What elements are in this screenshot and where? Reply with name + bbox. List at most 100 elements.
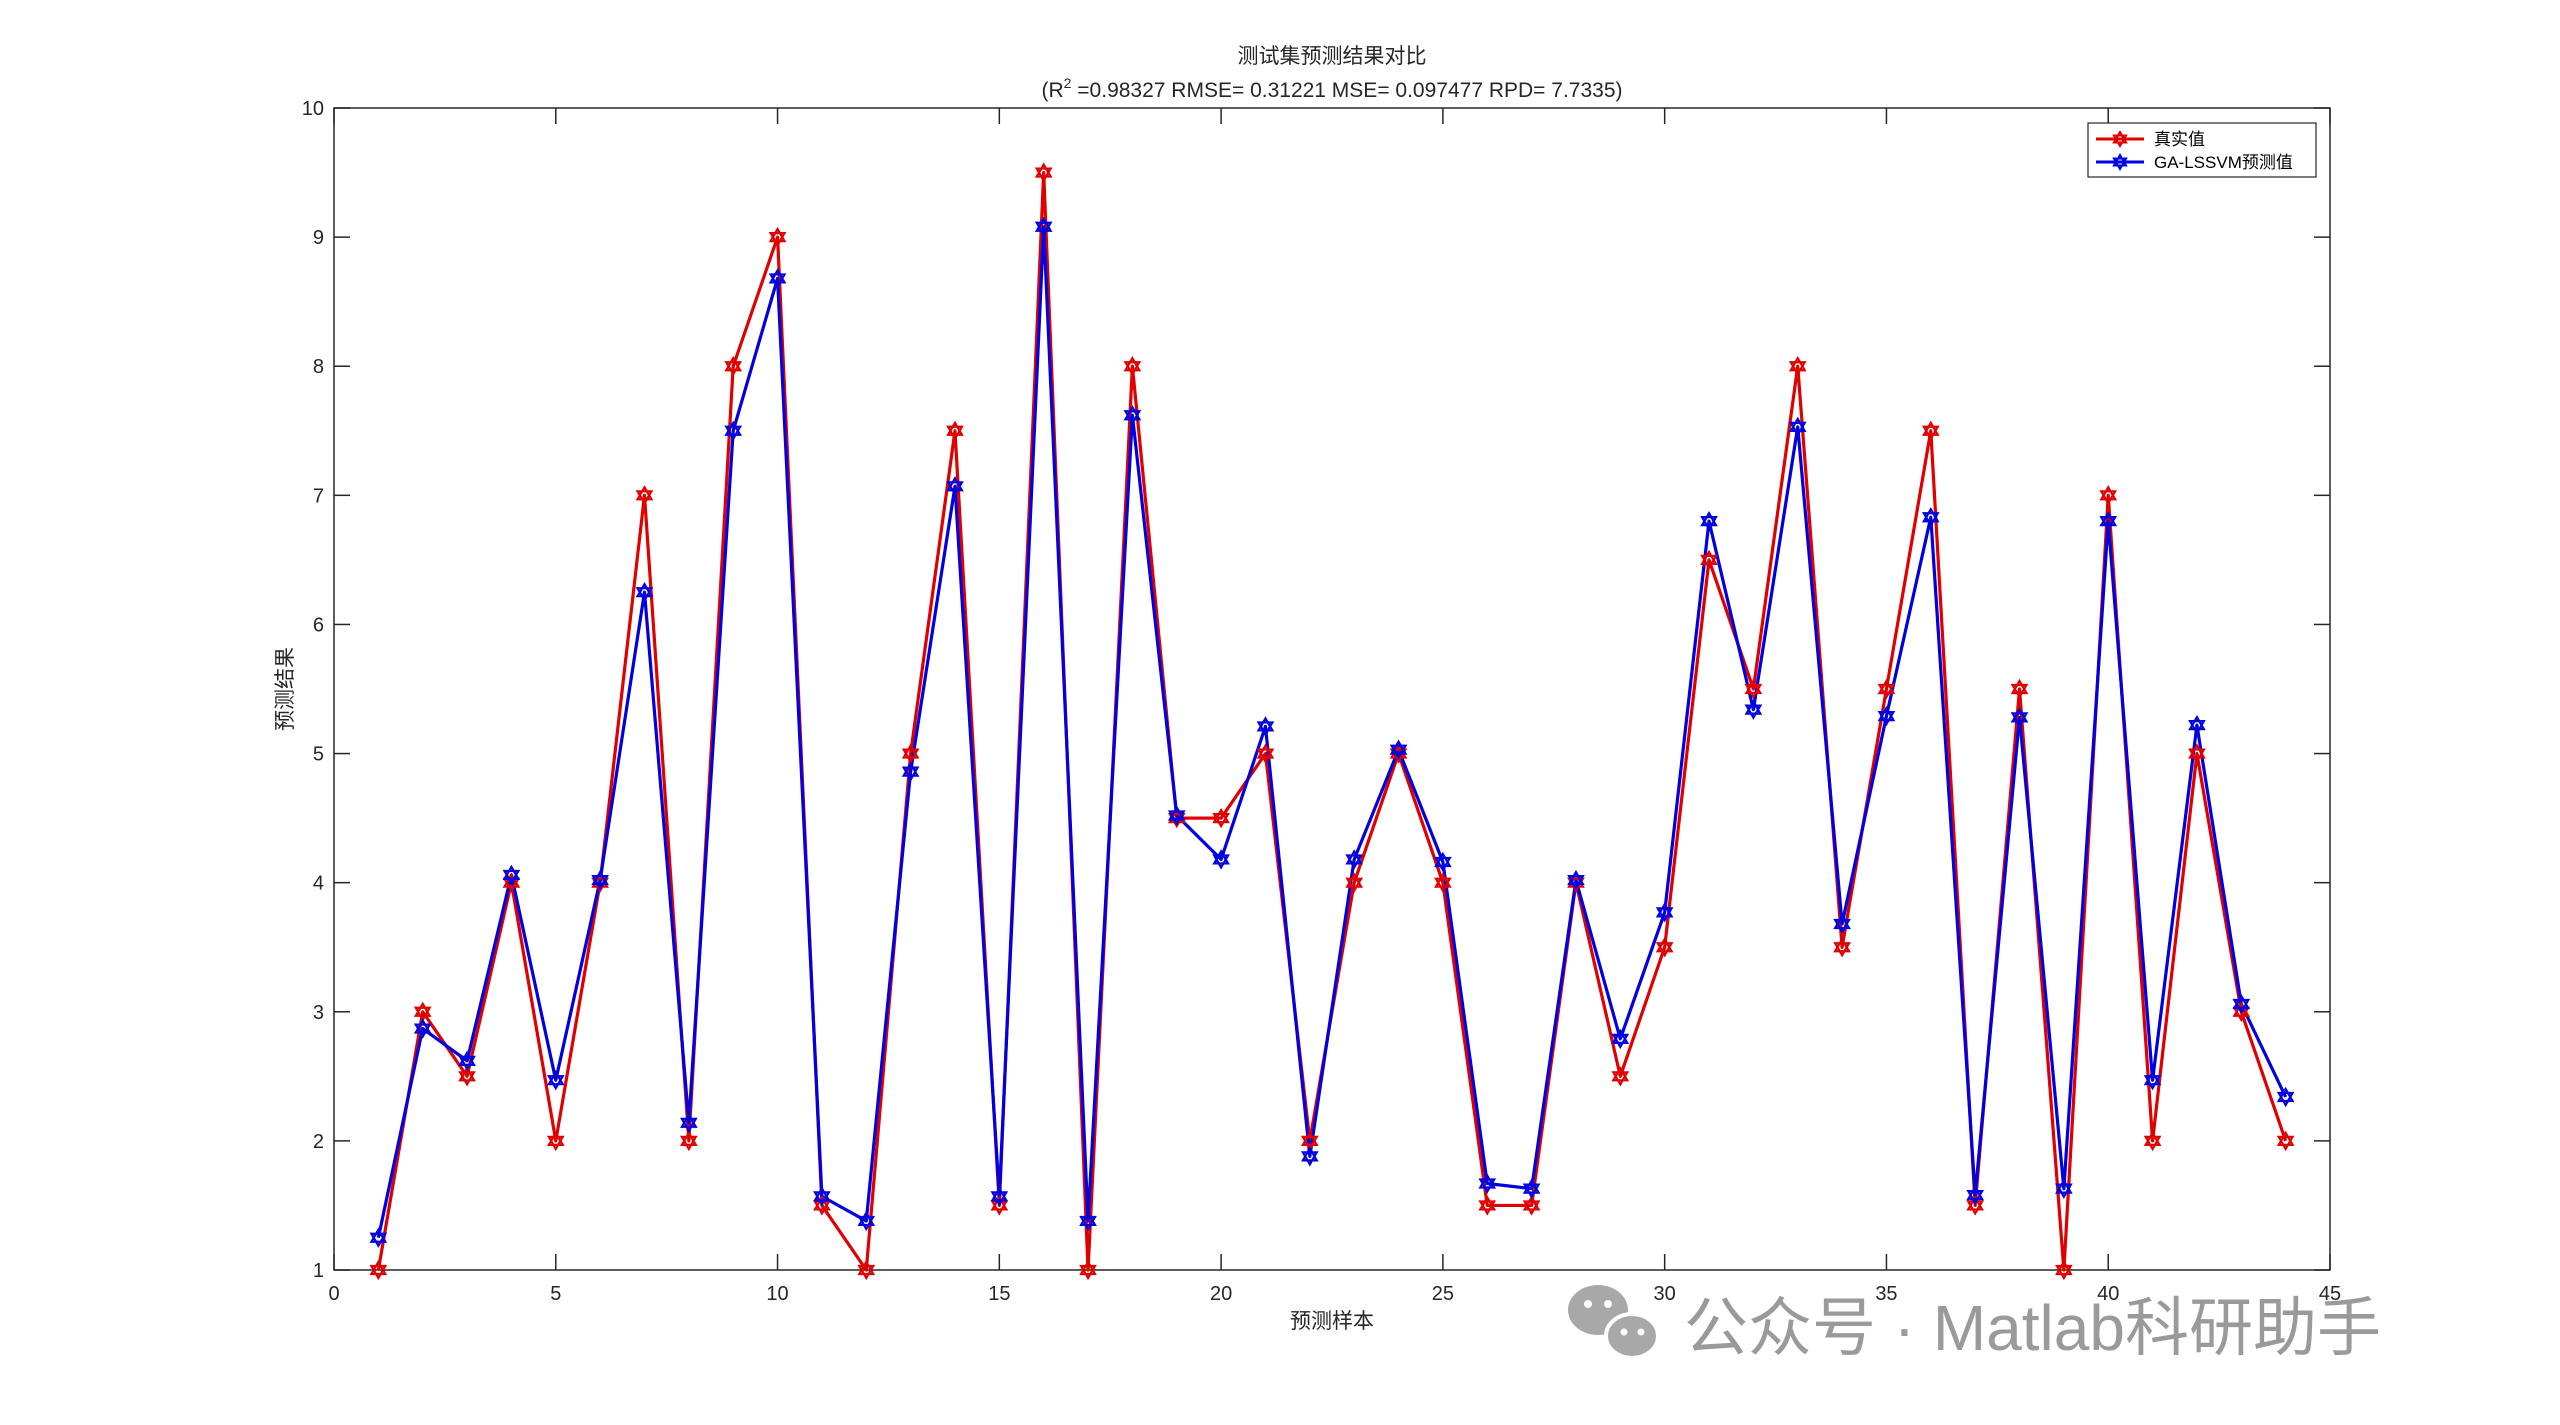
- watermark: 公众号 · Matlab科研助手: [1568, 1285, 2381, 1364]
- y-tick-label: 2: [313, 1131, 324, 1153]
- x-tick-label: 5: [550, 1283, 561, 1305]
- data-point-predicted: [1522, 1178, 1541, 1199]
- data-point-real: [768, 226, 787, 248]
- data-point-predicted: [768, 268, 787, 289]
- data-point-real: [857, 1259, 876, 1281]
- data-point-predicted: [2099, 510, 2118, 532]
- series-layer: [369, 162, 2295, 1281]
- data-point-predicted: [546, 1070, 565, 1091]
- data-point-real: [635, 485, 654, 506]
- data-point-real: [2099, 485, 2118, 506]
- y-tick-label: 7: [313, 485, 324, 507]
- data-point-real: [1079, 1259, 1097, 1281]
- data-point-predicted: [1034, 216, 1053, 237]
- data-point-predicted: [990, 1186, 1009, 1207]
- data-point-predicted: [1123, 405, 1142, 426]
- x-tick-label: 15: [988, 1283, 1010, 1305]
- data-point-predicted: [1700, 510, 1718, 532]
- data-point-real: [1921, 420, 1940, 441]
- legend-marker-real: [2112, 129, 2128, 149]
- data-point-predicted: [1345, 849, 1364, 870]
- subtitle-metrics: =0.98327 RMSE= 0.31221 MSE= 0.097477 RPD…: [1071, 79, 1622, 102]
- x-tick-label: 25: [1432, 1283, 1454, 1305]
- data-point-predicted: [413, 1018, 432, 1039]
- legend-label-predicted: GA-LSSVM预测值: [2154, 153, 2293, 172]
- data-point-real: [413, 1001, 432, 1022]
- data-point-predicted: [1079, 1210, 1097, 1232]
- data-point-predicted: [680, 1112, 698, 1134]
- data-point-predicted: [1212, 849, 1230, 870]
- data-point-predicted: [2276, 1086, 2295, 1108]
- data-point-real: [1345, 872, 1364, 893]
- y-tick-label: 8: [313, 356, 324, 378]
- data-point-predicted: [724, 420, 743, 441]
- y-axis: 1 2 3 4 5 6 7 8 9 10: [302, 98, 2330, 1282]
- data-point-predicted: [2010, 707, 2029, 728]
- data-point-real: [1611, 1066, 1630, 1087]
- data-point-real: [1744, 678, 1763, 700]
- data-point-real: [1877, 678, 1896, 700]
- data-point-real: [1655, 937, 1674, 958]
- data-point-predicted: [901, 761, 920, 782]
- data-point-predicted: [1833, 913, 1851, 935]
- data-point-predicted: [857, 1210, 876, 1232]
- data-point-predicted: [1921, 507, 1940, 528]
- data-point-predicted: [1256, 716, 1275, 737]
- data-point-real: [2276, 1130, 2295, 1152]
- data-point-predicted: [813, 1186, 831, 1207]
- data-point-real: [2143, 1130, 2162, 1152]
- chart-subtitle: (R2 =0.98327 RMSE= 0.31221 MSE= 0.097477…: [1041, 75, 1622, 102]
- data-point-predicted: [2143, 1070, 2162, 1091]
- y-tick-label: 1: [313, 1260, 324, 1282]
- data-point-real: [680, 1130, 698, 1152]
- data-point-predicted: [1655, 902, 1674, 923]
- x-tick-label: 35: [1875, 1283, 1897, 1305]
- y-axis-label: 预测结果: [274, 647, 297, 731]
- data-point-predicted: [1788, 416, 1807, 438]
- data-point-real: [2055, 1259, 2073, 1281]
- x-tick-label: 45: [2319, 1283, 2341, 1305]
- data-point-real: [1788, 356, 1807, 377]
- y-tick-label: 10: [302, 98, 324, 120]
- y-tick-label: 4: [313, 873, 324, 895]
- x-tick-label: 30: [1654, 1283, 1676, 1305]
- data-point-real: [1434, 872, 1452, 893]
- data-point-real: [2010, 678, 2029, 700]
- data-point-predicted: [635, 581, 654, 603]
- data-point-real: [1256, 743, 1275, 764]
- data-point-real: [1300, 1130, 1319, 1152]
- wechat-icon: [1568, 1285, 1660, 1360]
- data-point-real: [546, 1130, 565, 1152]
- data-point-predicted: [2232, 993, 2251, 1015]
- y-tick-label: 5: [313, 744, 324, 766]
- data-point-predicted: [2055, 1178, 2073, 1199]
- legend-marker-predicted: [2112, 152, 2128, 172]
- data-point-real: [1522, 1195, 1541, 1216]
- data-point-predicted: [1389, 739, 1408, 760]
- data-point-predicted: [1877, 705, 1896, 727]
- data-point-predicted: [502, 864, 521, 886]
- watermark-text: 公众号 · Matlab科研助手: [1684, 1292, 2381, 1364]
- subtitle-prefix: (R: [1041, 79, 1063, 102]
- data-point-real: [1034, 162, 1053, 183]
- y-tick-label: 9: [313, 227, 324, 249]
- y-tick-label: 3: [313, 1002, 324, 1024]
- x-axis: 0 5 10 15 20 25 30 35 40 45: [328, 108, 2341, 1305]
- data-point-real: [724, 356, 743, 377]
- data-point-predicted: [2188, 714, 2206, 736]
- x-axis-label: 预测样本: [1290, 1310, 1374, 1333]
- data-point-predicted: [1567, 869, 1585, 891]
- data-point-real: [946, 420, 964, 441]
- data-point-real: [1478, 1195, 1497, 1216]
- data-point-predicted: [946, 476, 964, 497]
- legend-box: [2087, 122, 2317, 178]
- subtitle-superscript: 2: [1064, 75, 1072, 91]
- data-point-real: [1700, 549, 1718, 571]
- data-point-real: [1833, 937, 1851, 958]
- x-tick-label: 10: [766, 1283, 788, 1305]
- plot-area: [333, 107, 2331, 1271]
- x-tick-label: 0: [328, 1283, 339, 1305]
- data-point-predicted: [1611, 1028, 1630, 1050]
- data-point-predicted: [1744, 699, 1763, 720]
